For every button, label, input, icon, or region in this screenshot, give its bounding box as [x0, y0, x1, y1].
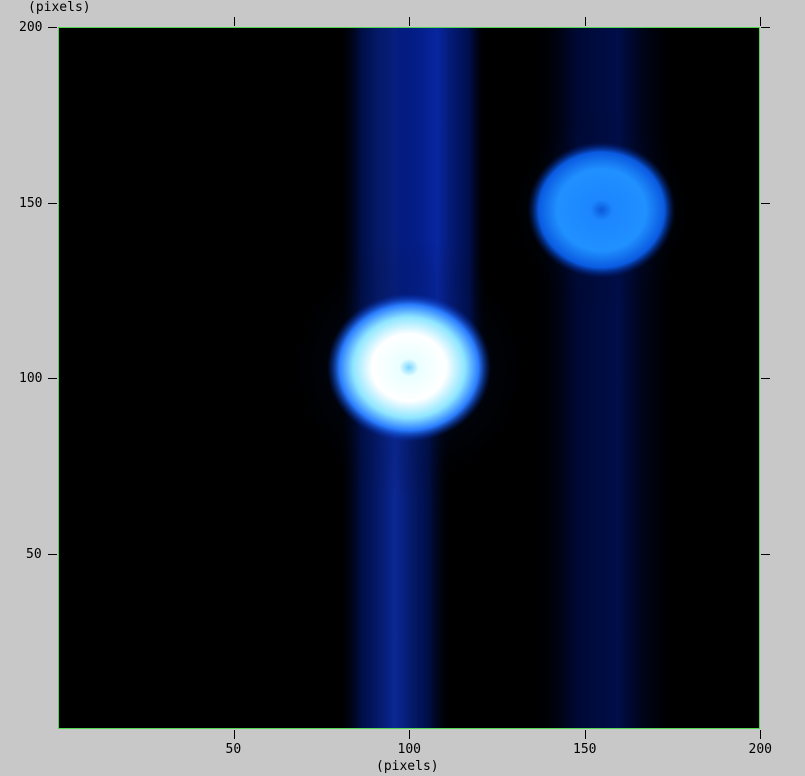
x-tick-label: 200: [748, 742, 772, 757]
x-tick-mark-top: [760, 17, 761, 26]
y-tick-mark-left: [48, 202, 57, 204]
y-axis-title: (pixels): [28, 0, 91, 15]
x-tick-mark-bottom: [584, 730, 586, 739]
x-tick-mark-bottom: [233, 730, 235, 739]
x-tick-mark-bottom: [760, 730, 761, 739]
y-tick-mark-left: [48, 27, 57, 28]
x-tick-label: 100: [397, 742, 421, 757]
x-tick-mark-bottom: [409, 730, 410, 739]
image-panel[interactable]: [58, 27, 760, 729]
x-tick-label: 50: [225, 742, 242, 757]
y-tick-mark-left: [48, 553, 57, 555]
y-tick-mark-right: [761, 378, 770, 379]
y-tick-mark-left: [48, 378, 57, 379]
y-tick-mark-right: [761, 553, 770, 555]
astronomical-image: [59, 28, 759, 728]
x-tick-label: 150: [573, 742, 597, 757]
x-tick-mark-top: [233, 17, 235, 26]
y-tick-label: 100: [19, 371, 43, 386]
y-tick-mark-right: [761, 202, 770, 204]
y-tick-mark-right: [761, 27, 770, 28]
point-source[interactable]: [327, 293, 491, 442]
x-tick-mark-top: [584, 17, 586, 26]
y-tick-label: 50: [26, 546, 42, 562]
point-source[interactable]: [527, 142, 676, 278]
x-axis-title: (pixels): [376, 759, 439, 774]
y-tick-label: 150: [19, 195, 43, 211]
x-tick-mark-top: [409, 17, 410, 26]
y-tick-label: 200: [19, 20, 43, 35]
